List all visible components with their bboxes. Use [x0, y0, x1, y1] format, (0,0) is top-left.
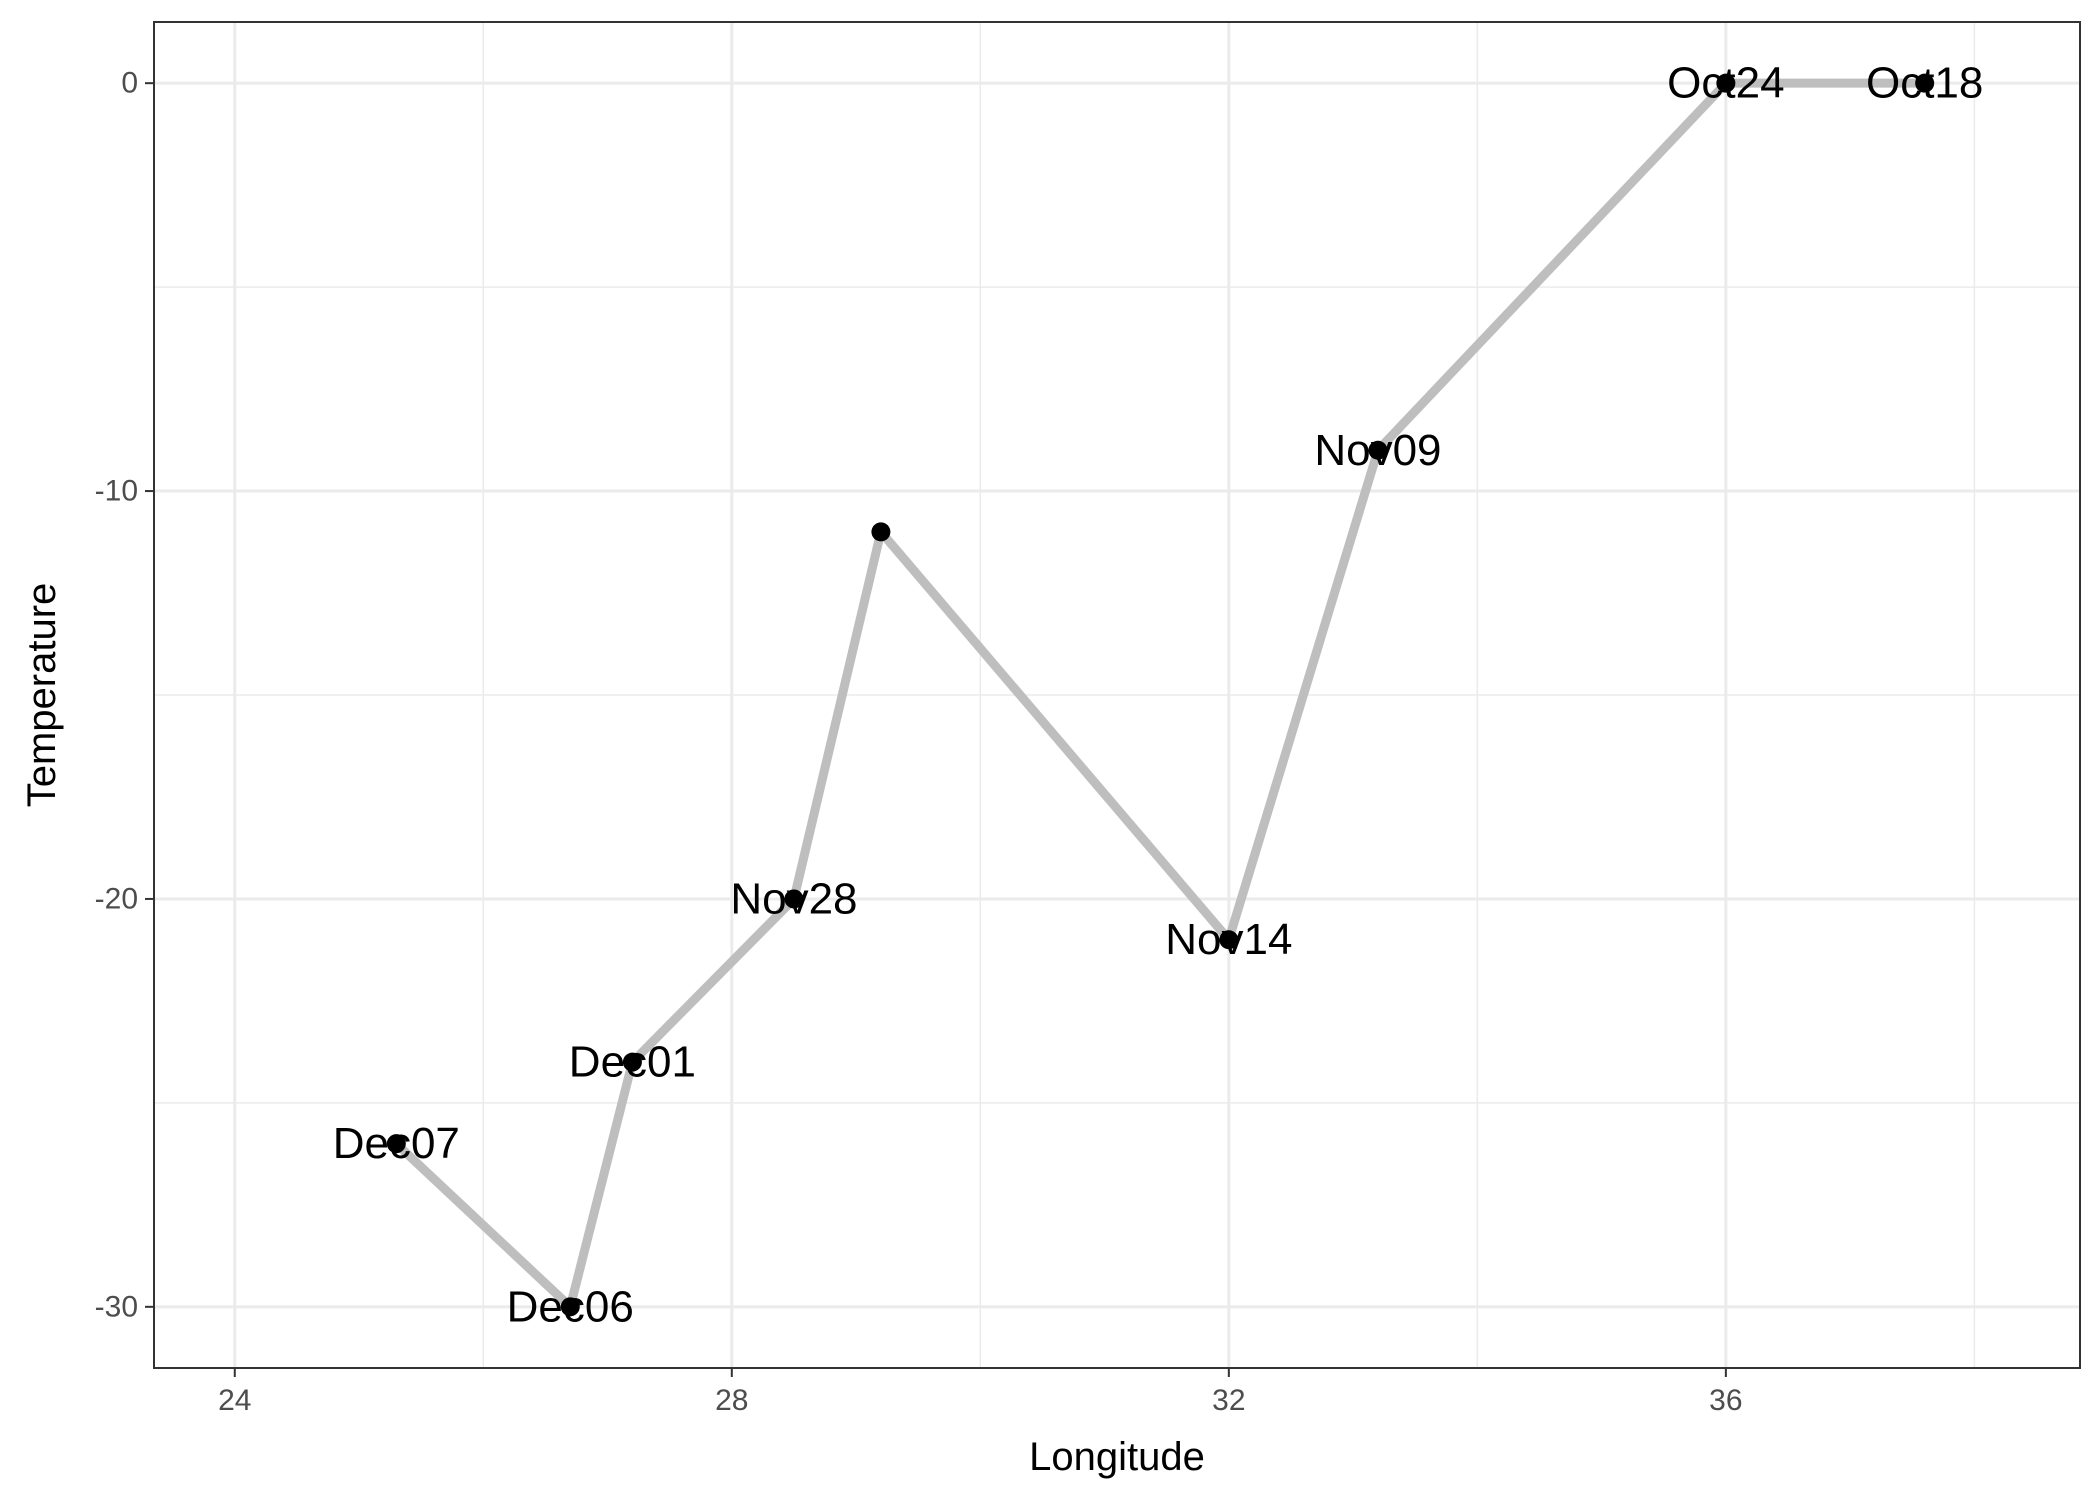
point-label: Nov09 [1314, 426, 1441, 475]
y-tick-label: 0 [121, 67, 138, 100]
point-labels: Oct18 Oct24 Nov09 Nov14 Nov28 Dec01 Dec06 Dec07 [333, 59, 1984, 1332]
data-point [1915, 73, 1935, 93]
y-tick-label: -20 [95, 882, 138, 915]
data-point [784, 889, 804, 909]
data-point [1716, 73, 1736, 93]
data-point [622, 1052, 642, 1072]
x-tick-label: 28 [715, 1384, 748, 1417]
x-axis: 24 28 32 36 [218, 1368, 1743, 1417]
plot-border [153, 21, 2081, 1369]
data-point [560, 1297, 580, 1317]
point-label: Oct18 [1866, 59, 1983, 108]
y-tick-label: -30 [95, 1290, 138, 1323]
point-label: Nov28 [730, 874, 857, 923]
data-point [1368, 440, 1388, 460]
point-label: Dec07 [333, 1119, 460, 1168]
x-tick-label: 32 [1212, 1384, 1245, 1417]
point-label: Nov14 [1165, 915, 1292, 964]
point-label: Dec06 [507, 1282, 634, 1331]
y-axis: 0 -10 -20 -30 [95, 67, 154, 1323]
data-point [871, 522, 891, 542]
data-point [1219, 930, 1239, 950]
point-label: Oct24 [1667, 59, 1784, 108]
y-tick-label: -10 [95, 475, 138, 508]
x-axis-title: Longitude [1029, 1435, 1205, 1479]
x-tick-label: 36 [1709, 1384, 1742, 1417]
data-points [386, 73, 1935, 1317]
x-tick-label: 24 [218, 1384, 251, 1417]
grid [154, 22, 2080, 1368]
data-point [386, 1134, 406, 1154]
point-label: Dec01 [569, 1038, 696, 1087]
y-axis-title: Temperature [20, 583, 64, 808]
